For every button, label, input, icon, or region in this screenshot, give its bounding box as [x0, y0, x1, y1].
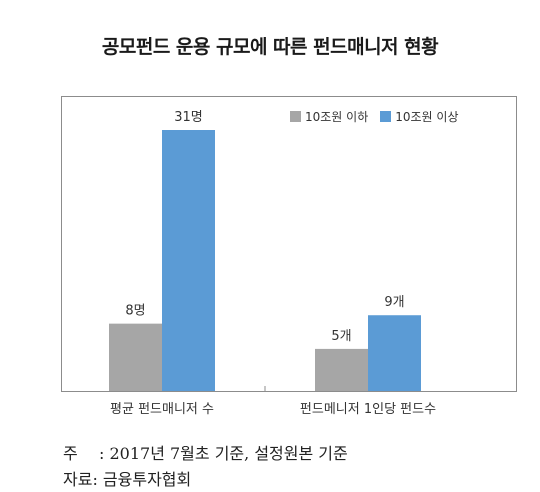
legend-label: 10조원 이하: [305, 110, 369, 124]
legend-swatch-gray: [290, 111, 301, 122]
legend-item-series-1: 10조원 이하: [290, 108, 368, 125]
source-note: 자료: 금융투자협회: [63, 470, 192, 489]
bar: [109, 323, 162, 391]
legend-swatch-blue: [380, 111, 392, 122]
legend-label: 10조원 이상: [395, 110, 459, 124]
bar-value-label: 31명: [174, 110, 203, 125]
bar-value-label: 5개: [331, 329, 351, 344]
footnote-label: 주: [63, 444, 78, 463]
legend: 10조원 이하 10조원 이상: [290, 108, 459, 125]
bar: [315, 348, 368, 391]
legend-item-series-2: 10조원 이상: [380, 108, 459, 125]
bar-value-label: 8명: [125, 304, 145, 319]
chart-title: 공모펀드 운용 규모에 따른 펀드매니저 현황: [101, 36, 439, 58]
footnote: 주 : 2017년 7월초 기준, 설정원본 기준: [63, 440, 348, 464]
x-tick-label: 평균 펀드매니저 수: [110, 402, 214, 417]
bar: [368, 315, 421, 391]
bar-value-label: 9개: [384, 295, 404, 310]
plot-frame: [61, 96, 517, 392]
footnote-text: : 2017년 7월초 기준, 설정원본 기준: [99, 444, 348, 463]
bar: [162, 130, 215, 391]
x-tick-label: 펀드메니저 1인당 펀드수: [300, 402, 436, 417]
